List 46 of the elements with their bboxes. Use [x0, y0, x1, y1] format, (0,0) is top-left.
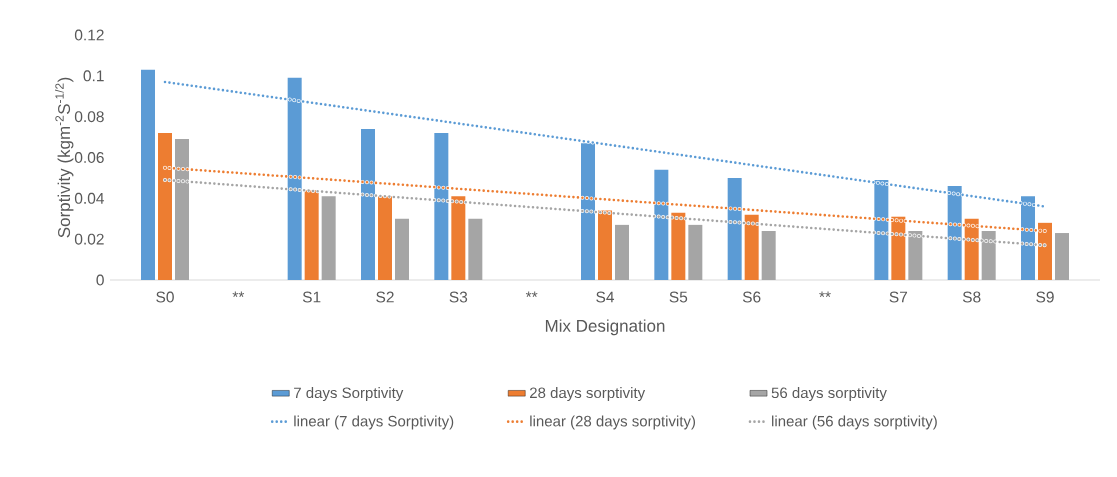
bar: [141, 69, 155, 280]
legend-label: 7 days Sorptivity: [294, 387, 404, 402]
bar: [761, 231, 776, 280]
bar: [615, 224, 629, 280]
legend-label: linear (7 days Sorptivity): [294, 415, 454, 430]
y-tick-label: 0.02: [74, 233, 104, 245]
x-tick-label: S1: [302, 291, 321, 303]
legend-label: linear (28 days sorptivity): [530, 415, 696, 430]
bar: [395, 218, 409, 280]
bar: [671, 212, 686, 280]
y-tick-label: 0.08: [74, 111, 104, 123]
y-axis-title: Sorptivity (kgm$^{-2}$S$^{-1/2}$): [55, 77, 74, 238]
bar: [451, 196, 466, 280]
y-tick-label: 0: [96, 274, 104, 286]
bar: [744, 214, 759, 280]
legend-label: 28 days sorptivity: [530, 387, 646, 402]
x-tick-label: S8: [962, 291, 981, 303]
x-tick-label: **: [232, 291, 245, 297]
x-tick-label: **: [819, 291, 831, 297]
x-tick-label: S0: [156, 291, 174, 303]
legend-label: 56 days sorptivity: [771, 387, 887, 402]
x-tick-label: S4: [596, 291, 615, 303]
y-tick-label: 0.1: [83, 70, 104, 82]
y-tick-label: 0.04: [74, 192, 105, 204]
y-tick-label: 0.06: [74, 152, 104, 163]
legend-label: linear (56 days sorptivity): [772, 415, 937, 430]
bar: [468, 218, 483, 280]
bar: [1055, 233, 1070, 280]
x-tick-label: S7: [889, 291, 908, 303]
y-tick-label: 0.12: [74, 29, 104, 41]
x-tick-label: **: [525, 291, 538, 297]
bar: [378, 196, 392, 280]
bar: [361, 128, 375, 280]
x-tick-label: S3: [449, 291, 468, 303]
x-tick-label: S5: [669, 291, 688, 303]
x-tick-label: S9: [1036, 291, 1054, 303]
bar: [654, 169, 669, 280]
bar: [434, 133, 449, 280]
bar: [598, 210, 612, 280]
x-axis-title: Mix Designation: [545, 319, 665, 336]
bar: [727, 177, 742, 280]
x-tick-label: S2: [376, 291, 394, 303]
x-tick-label: S6: [742, 291, 761, 303]
bar: [304, 190, 319, 280]
bar: [688, 224, 703, 280]
bar: [321, 196, 336, 280]
